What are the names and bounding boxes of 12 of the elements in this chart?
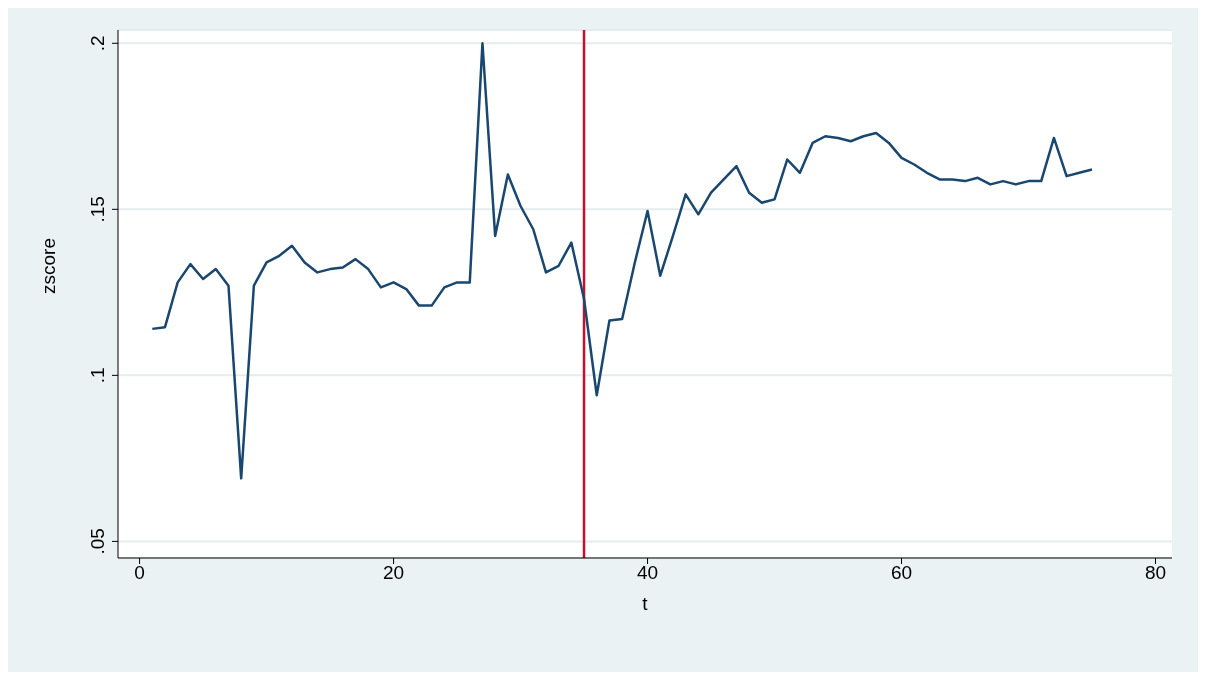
y-axis-title: zscore (37, 238, 59, 294)
x-axis-title: t (642, 593, 649, 614)
y-tick-label: .05 (87, 528, 108, 555)
x-tick-label: 40 (636, 562, 659, 584)
y-tick-label: .1 (87, 367, 108, 384)
line-series (151, 42, 1094, 480)
x-tick-label: 20 (382, 562, 405, 584)
x-tick-label: 60 (890, 562, 913, 584)
y-tick-label: .15 (87, 196, 108, 223)
x-tick-label: 0 (134, 562, 145, 584)
x-tick-label: 80 (1144, 562, 1167, 584)
y-tick-label: .2 (87, 35, 108, 52)
